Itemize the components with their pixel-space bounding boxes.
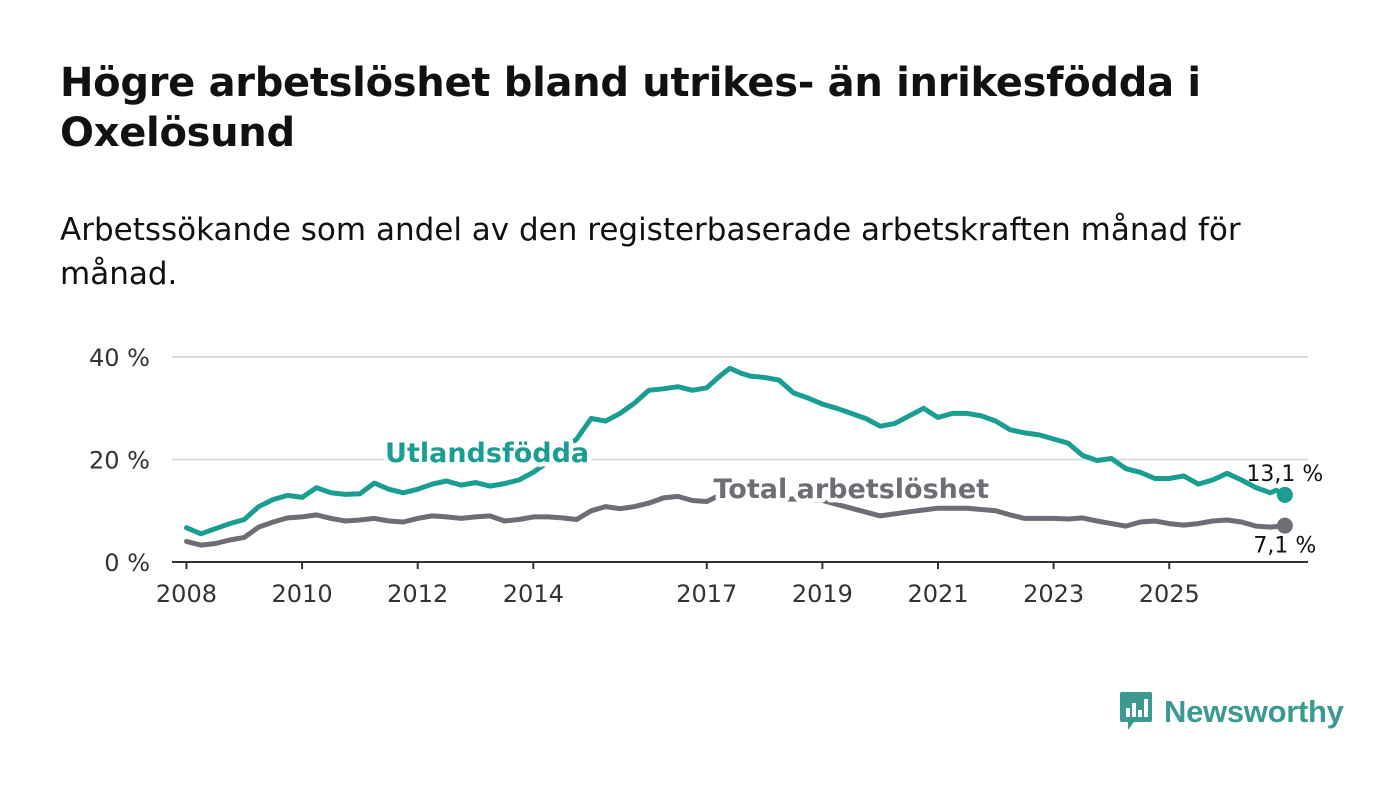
x-tick-label: 2012: [387, 580, 448, 608]
x-tick-label: 2021: [907, 580, 968, 608]
series-end-point: [1276, 486, 1293, 503]
newsworthy-logo: Newsworthy: [1118, 690, 1344, 734]
brand-name: Newsworthy: [1164, 694, 1344, 729]
newsworthy-logo-icon: [1120, 692, 1152, 730]
x-tick-label: 2017: [676, 580, 737, 608]
x-tick-label: 2025: [1139, 580, 1200, 608]
y-tick-label: 40 %: [89, 344, 150, 372]
y-tick-label: 20 %: [89, 447, 150, 475]
x-tick-label: 2023: [1023, 580, 1084, 608]
x-tick-label: 2019: [792, 580, 853, 608]
series-end-point: [1276, 517, 1293, 534]
series-annotation: Utlandsfödda: [385, 438, 589, 469]
series-annotation: Total arbetslöshet: [713, 474, 989, 505]
series-end-label: 7,1 %: [1253, 534, 1316, 559]
x-tick-label: 2010: [272, 580, 333, 608]
x-tick-label: 2014: [503, 580, 564, 608]
series-line-total: [184, 488, 1288, 548]
series-end-label: 13,1 %: [1246, 462, 1323, 487]
chart-subtitle: Arbetssökande som andel av den registerb…: [60, 212, 1241, 292]
chart-title: Högre arbetslöshet bland utrikes- än inr…: [60, 60, 1201, 156]
y-tick-label: 0 %: [104, 549, 150, 577]
series-line-utlandsfodda: [184, 365, 1288, 537]
x-tick-label: 2008: [156, 580, 217, 608]
